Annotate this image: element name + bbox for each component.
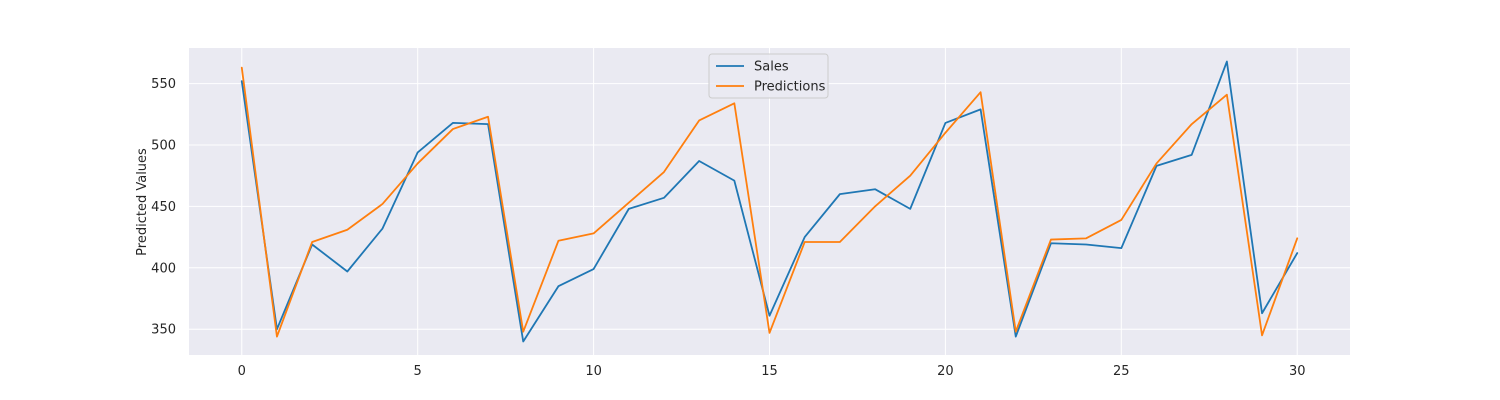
- series-line-sales: [240, 60, 1299, 343]
- x-tick-label: 0: [238, 364, 246, 379]
- x-tick-label: 15: [761, 364, 778, 379]
- grid-lines: [189, 48, 1350, 355]
- y-tick-label: 500: [151, 139, 176, 154]
- x-tick-label: 10: [585, 364, 602, 379]
- y-tick-label: 350: [151, 323, 176, 338]
- y-tick-labels: 350 400 450 500 550: [151, 77, 176, 338]
- y-tick-label: 550: [151, 77, 176, 92]
- y-tick-label: 400: [151, 261, 176, 276]
- series-lines: [240, 60, 1299, 343]
- legend: Sales Predictions: [708, 53, 829, 99]
- y-tick-label: 450: [151, 200, 176, 215]
- series-line-predictions: [240, 66, 1299, 338]
- legend-label: Predictions: [754, 80, 826, 95]
- y-axis-label: Predicted Values: [135, 148, 150, 256]
- x-tick-label: 20: [937, 364, 954, 379]
- x-tick-label: 25: [1113, 364, 1130, 379]
- x-tick-labels: 0 5 10 15 20 25 30: [238, 364, 1306, 379]
- x-tick-label: 5: [414, 364, 422, 379]
- legend-box: [708, 53, 829, 99]
- x-tick-label: 30: [1289, 364, 1306, 379]
- legend-label: Sales: [754, 60, 789, 75]
